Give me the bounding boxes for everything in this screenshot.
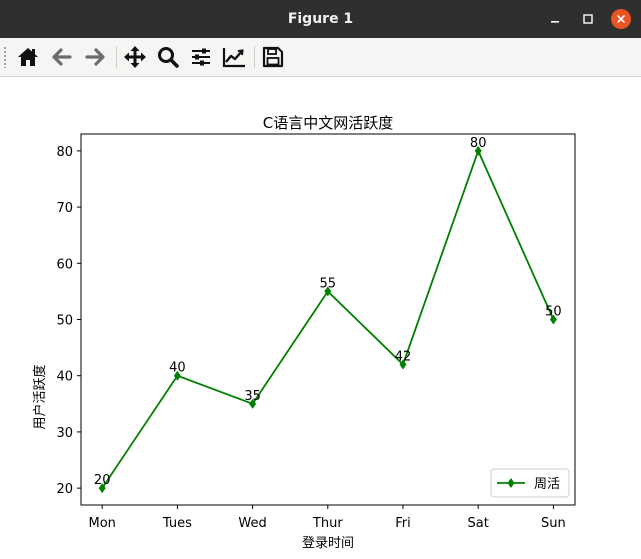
close-button[interactable] xyxy=(611,9,631,29)
line-chart: C语言中文网活跃度 20 30 40 50 60 70 80 Mon Tues Wed Thur Fr… xyxy=(32,114,576,551)
data-label: 50 xyxy=(545,305,562,320)
data-label: 40 xyxy=(169,361,186,376)
data-label: 55 xyxy=(320,276,337,291)
toolbar-grip[interactable] xyxy=(3,46,7,68)
data-point-marker xyxy=(474,145,482,156)
data-point-marker xyxy=(324,286,332,297)
line-chart-icon xyxy=(222,48,245,68)
home-icon xyxy=(18,48,38,66)
x-tick-label: Tues xyxy=(162,516,192,531)
y-tick-label: 60 xyxy=(56,257,73,272)
plot-area xyxy=(80,133,576,506)
arrow-left-icon xyxy=(52,48,72,66)
data-label: 35 xyxy=(244,389,261,404)
y-tick-label: 30 xyxy=(56,426,73,441)
x-tick-label: Wed xyxy=(238,516,266,531)
data-label: 80 xyxy=(470,136,487,151)
y-tick-label: 70 xyxy=(56,201,73,216)
data-point-marker xyxy=(98,483,106,494)
data-point-marker xyxy=(549,314,557,325)
x-tick-label: Mon xyxy=(88,516,115,531)
figure-canvas[interactable]: C语言中文网活跃度 20 30 40 50 60 70 80 Mon Tues Wed Thur Fr… xyxy=(0,77,641,559)
forward-button[interactable] xyxy=(80,42,110,72)
maximize-icon xyxy=(583,14,593,24)
data-point-marker xyxy=(249,398,257,409)
legend-marker xyxy=(507,478,515,488)
edit-axes-button[interactable] xyxy=(219,42,249,72)
minimize-icon xyxy=(551,21,559,23)
y-tick-label: 40 xyxy=(56,370,73,385)
x-tick-label: Fri xyxy=(395,516,411,531)
chart-title: C语言中文网活跃度 xyxy=(263,114,393,132)
magnifier-icon xyxy=(158,47,179,68)
x-tick-label: Sat xyxy=(468,516,489,531)
move-arrows-icon xyxy=(124,46,146,68)
sliders-icon xyxy=(192,48,210,66)
data-point-marker xyxy=(399,359,407,370)
data-point-marker xyxy=(173,370,181,381)
legend-label: 周活 xyxy=(534,477,560,492)
configure-subplots-button[interactable] xyxy=(186,42,216,72)
window-title: Figure 1 xyxy=(287,11,354,27)
data-label: 20 xyxy=(94,473,111,488)
floppy-disk-icon xyxy=(262,46,284,68)
x-axis-label: 登录时间 xyxy=(302,536,354,551)
back-button[interactable] xyxy=(47,42,77,72)
data-label: 42 xyxy=(395,349,412,364)
arrow-right-icon xyxy=(85,48,105,66)
y-tick-label: 50 xyxy=(56,314,73,329)
home-button[interactable] xyxy=(13,42,43,72)
title-bar: Figure 1 xyxy=(0,0,641,39)
close-icon xyxy=(617,15,625,23)
series-line xyxy=(101,148,555,489)
maximize-button[interactable] xyxy=(578,9,598,29)
toolbar xyxy=(0,38,641,77)
save-button[interactable] xyxy=(258,42,288,72)
pan-button[interactable] xyxy=(120,42,150,72)
toolbar-separator xyxy=(254,46,255,68)
y-tick-label: 80 xyxy=(56,145,73,160)
x-tick-label: Thur xyxy=(312,516,343,531)
legend-box xyxy=(490,468,570,498)
toolbar-separator xyxy=(116,46,117,68)
y-axis-label: 用户活跃度 xyxy=(32,364,48,429)
minimize-button[interactable] xyxy=(545,9,565,29)
x-tick-label: Sun xyxy=(541,516,566,531)
y-tick-label: 20 xyxy=(56,482,73,497)
zoom-button[interactable] xyxy=(153,42,183,72)
